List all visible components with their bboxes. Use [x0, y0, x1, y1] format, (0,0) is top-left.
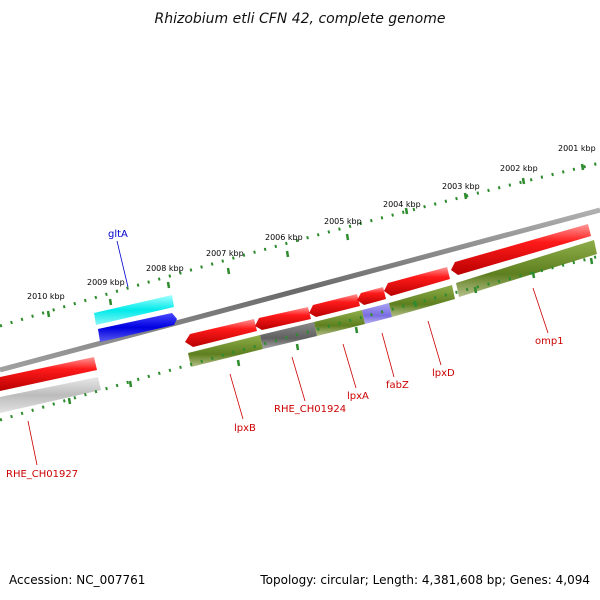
- scale-label-2001: 2001 kbp: [558, 144, 596, 153]
- genome-backbone: [0, 207, 600, 373]
- gene-fabZ-arrow[interactable]: [357, 287, 386, 305]
- scale-major-tick: [473, 286, 478, 294]
- scale-major-tick: [531, 271, 536, 279]
- topology-summary-text: Topology: circular; Length: 4,381,608 bp…: [260, 573, 590, 587]
- gene-lpxA-arrow[interactable]: [309, 294, 360, 317]
- gene-RHE_CH01924-arrow[interactable]: [255, 307, 311, 330]
- gene-label-lpxB[interactable]: lpxB: [234, 423, 256, 434]
- map-title: Rhizobium etli CFN 42, complete genome: [155, 11, 446, 27]
- cog-bar-fabZ: [362, 303, 392, 324]
- gene-label-omp1[interactable]: omp1: [535, 336, 564, 347]
- scale-major-tick: [521, 177, 526, 185]
- leader-RHE_CH01924: [291, 356, 306, 402]
- inner-scale-ruler: [0, 254, 600, 422]
- scale-label-2005: 2005 kbp: [324, 217, 362, 226]
- cog-bar-RHE_CH01924: [260, 322, 317, 349]
- gene-label-lpxA[interactable]: lpxA: [347, 391, 369, 402]
- scale-major-tick: [108, 298, 113, 306]
- scale-label-2003: 2003 kbp: [442, 182, 480, 191]
- leader-RHE_CH01927: [27, 420, 38, 466]
- scale-major-tick: [226, 267, 231, 275]
- gene-label-fabZ[interactable]: fabZ: [386, 380, 409, 391]
- scale-major-tick: [580, 163, 585, 171]
- gltA-feature-blue[interactable]: [98, 313, 177, 342]
- leader-lpxD: [427, 320, 442, 366]
- leader-lpxA: [342, 343, 357, 389]
- cog-bar-lpxB: [188, 335, 263, 367]
- scale-major-tick: [46, 310, 51, 318]
- gene-lpxB-arrow[interactable]: [185, 319, 257, 347]
- accession-text: Accession: NC_007761: [9, 573, 146, 587]
- scale-major-tick: [295, 343, 300, 351]
- cog-bar-omp1: [456, 240, 597, 297]
- scale-major-tick: [285, 250, 290, 258]
- scale-label-2002: 2002 kbp: [500, 164, 538, 173]
- scale-major-tick: [128, 380, 133, 388]
- gene-label-RHE_CH01924[interactable]: RHE_CH01924: [274, 404, 346, 415]
- leader-gltA: [116, 240, 129, 288]
- scale-label-2007: 2007 kbp: [206, 249, 244, 258]
- gene-omp1-arrow[interactable]: [451, 224, 591, 275]
- scale-label-2006: 2006 kbp: [265, 233, 303, 242]
- cog-bar-RHE_CH01927: [0, 377, 101, 413]
- scale-major-tick: [166, 281, 171, 289]
- scale-major-tick: [67, 397, 72, 405]
- gltA-feature-cyan[interactable]: [94, 295, 174, 325]
- scale-major-tick: [236, 359, 241, 367]
- scale-label-2009: 2009 kbp: [87, 278, 125, 287]
- gene-label-RHE_CH01927[interactable]: RHE_CH01927: [6, 469, 78, 480]
- leader-omp1: [532, 287, 549, 334]
- scale-major-tick: [345, 233, 350, 241]
- leader-lpxB: [229, 373, 244, 420]
- scale-major-tick: [589, 257, 594, 265]
- cog-bar-lpxD: [389, 285, 455, 317]
- scale-label-2008: 2008 kbp: [146, 264, 184, 273]
- gene-RHE_CH01927-arrow[interactable]: [0, 357, 97, 391]
- outer-scale-minor-ticks: [0, 161, 600, 328]
- gene-label-gltA[interactable]: gltA: [108, 229, 128, 240]
- gene-lpxD-arrow[interactable]: [384, 267, 450, 296]
- outer-scale-ruler: [0, 161, 600, 328]
- gene-label-lpxD[interactable]: lpxD: [432, 368, 455, 379]
- leader-fabZ: [381, 332, 395, 378]
- scale-label-2010: 2010 kbp: [27, 292, 65, 301]
- scale-major-tick: [354, 326, 359, 334]
- scale-label-2004: 2004 kbp: [383, 200, 421, 209]
- scale-major-tick: [404, 207, 409, 215]
- scale-major-tick: [413, 300, 418, 308]
- scale-major-tick: [463, 192, 468, 200]
